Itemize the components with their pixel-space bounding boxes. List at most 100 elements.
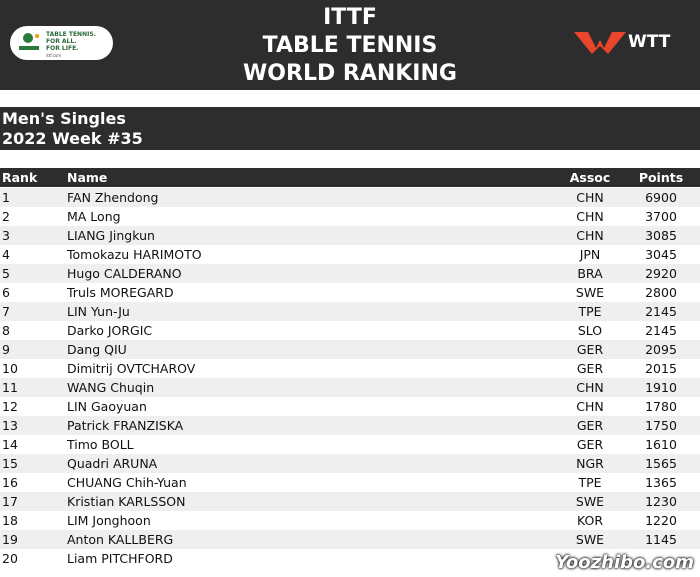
table-row: 8 Darko JORGIC SLO 2145 [0,321,700,340]
assoc: CHN [576,209,604,224]
table-row: 17 Kristian KARLSSON SWE 1230 [0,492,700,511]
points: 2095 [645,342,677,357]
player-name: WANG Chuqin [67,380,155,395]
table-row: 1 FAN Zhendong CHN 6900 [0,188,700,207]
wtt-logo: WTT [574,30,670,58]
assoc: SWE [575,494,605,509]
points: 3700 [645,209,677,224]
player-name: LIN Gaoyuan [67,399,147,414]
points: 3045 [645,247,677,262]
table-row: 2 MA Long CHN 3700 [0,207,700,226]
points: 1780 [645,399,677,414]
rank: 9 [2,342,10,357]
assoc: TPE [578,304,602,319]
player-name: Kristian KARLSSON [67,494,186,509]
header: TABLE TENNIS. FOR ALL. FOR LIFE. ittf.co… [0,0,700,90]
table-row: 11 WANG Chuqin CHN 1910 [0,378,700,397]
points: 2920 [645,266,677,281]
player-name: Dimitrij OVTCHAROV [67,361,196,376]
points: 2145 [645,304,677,319]
ittf-logo: TABLE TENNIS. FOR ALL. FOR LIFE. ittf.co… [10,26,113,60]
table-row: 7 LIN Yun-Ju TPE 2145 [0,302,700,321]
points: 1910 [645,380,677,395]
rank: 4 [2,247,10,262]
rank: 6 [2,285,10,300]
logo-text: TABLE TENNIS. [46,31,96,38]
assoc: CHN [576,190,604,205]
assoc: GER [576,361,604,376]
points: 3085 [645,228,677,243]
player-name: LIANG Jingkun [67,228,155,243]
assoc: SLO [577,323,603,338]
table-row: 5 Hugo CALDERANO BRA 2920 [0,264,700,283]
points: 2800 [645,285,677,300]
title-line: TABLE TENNIS [262,33,438,58]
event-name: Men's Singles [2,109,126,128]
rank: 11 [2,380,18,395]
rank: 15 [2,456,18,471]
assoc: GER [576,418,604,433]
rank: 3 [2,228,10,243]
player-name: Patrick FRANZISKA [67,418,184,433]
title-line: WORLD RANKING [243,61,457,86]
column-header: Points [638,170,684,185]
assoc: JPN [579,247,601,262]
points: 1365 [645,475,677,490]
wtt-text: WTT [628,32,671,52]
points: 6900 [645,190,677,205]
assoc: SWE [575,285,605,300]
player-name: Timo BOLL [67,437,134,452]
player-name: Truls MOREGARD [67,285,174,300]
player-name: Anton KALLBERG [67,532,174,547]
points: 1565 [645,456,677,471]
player-name: Quadri ARUNA [67,456,158,471]
subheader: Men's Singles 2022 Week #35 [0,107,700,150]
column-header: Name [67,170,108,185]
rank: 12 [2,399,18,414]
title-line: ITTF [323,5,377,30]
player-name: Liam PITCHFORD [67,551,173,566]
assoc: KOR [576,513,604,528]
points: 1750 [645,418,677,433]
player-name: CHUANG Chih-Yuan [67,475,187,490]
points: 1230 [645,494,677,509]
table-row: 18 LIM Jonghoon KOR 1220 [0,511,700,530]
table-row: 14 Timo BOLL GER 1610 [0,435,700,454]
column-header: Rank [2,170,38,185]
table-row: 13 Patrick FRANZISKA GER 1750 [0,416,700,435]
player-name: FAN Zhendong [67,190,159,205]
player-name: LIM Jonghoon [67,513,151,528]
rank: 14 [2,437,18,452]
assoc: SWE [575,532,605,547]
player-name: Dang QIU [67,342,127,357]
table-row: 16 CHUANG Chih-Yuan TPE 1365 [0,473,700,492]
watermark: Yoozhibo.com [555,552,694,573]
table-header: Rank Name Assoc Points [0,168,700,187]
rank: 18 [2,513,18,528]
table-row: 10 Dimitrij OVTCHAROV GER 2015 [0,359,700,378]
points: 1610 [645,437,677,452]
logo-text: FOR ALL. [46,38,77,45]
logo-url: ittf.com [46,53,62,58]
rank: 13 [2,418,18,433]
table-row: 9 Dang QIU GER 2095 [0,340,700,359]
player-name: LIN Yun-Ju [67,304,130,319]
title: ITTF TABLE TENNIS WORLD RANKING [0,4,700,88]
table-row: 6 Truls MOREGARD SWE 2800 [0,283,700,302]
table-row: 15 Quadri ARUNA NGR 1565 [0,454,700,473]
assoc: GER [576,437,604,452]
player-name: MA Long [67,209,121,224]
player-name: Hugo CALDERANO [67,266,182,281]
assoc: NGR [576,456,604,471]
points: 1220 [645,513,677,528]
rank: 10 [2,361,18,376]
rank: 2 [2,209,10,224]
ittf-icon [19,33,39,50]
player-name: Darko JORGIC [67,323,153,338]
rank: 5 [2,266,10,281]
table-row: 3 LIANG Jingkun CHN 3085 [0,226,700,245]
wtt-icon [574,32,626,54]
rank: 1 [2,190,10,205]
